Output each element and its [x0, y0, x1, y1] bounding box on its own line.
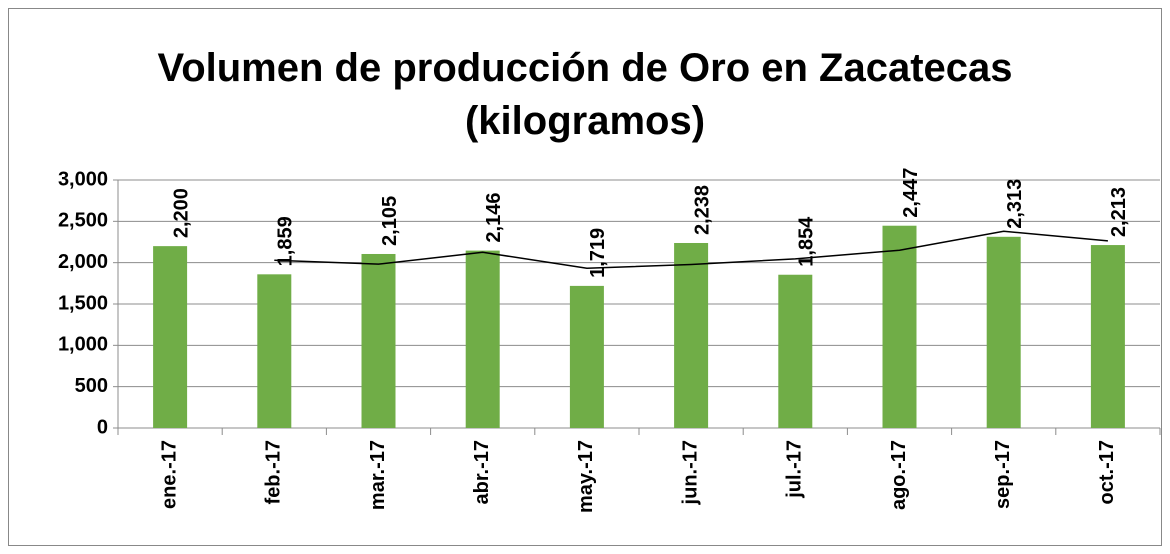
bar	[257, 274, 292, 428]
bar	[778, 274, 813, 428]
data-label: 2,238	[691, 185, 713, 235]
x-tick-label: may.-17	[575, 440, 597, 513]
y-tick-label: 1,500	[58, 292, 108, 314]
bar	[674, 242, 709, 428]
y-tick-label: 2,000	[58, 251, 108, 273]
data-label: 2,213	[1108, 187, 1130, 237]
x-tick-label: abr.-17	[471, 440, 493, 504]
chart-title: Volumen de producción de Oro en Zacateca…	[157, 46, 1013, 143]
trendline	[274, 230, 1108, 269]
bar	[153, 246, 188, 428]
x-tick-label: mar.-17	[367, 440, 389, 510]
data-label: 2,146	[483, 193, 505, 243]
y-tick-label: 0	[97, 416, 108, 438]
y-tick-label: 3,000	[58, 168, 108, 190]
bar	[569, 285, 604, 428]
bar	[986, 236, 1021, 428]
y-tick-label: 500	[75, 375, 108, 397]
data-label: 1,859	[275, 216, 297, 266]
bar	[361, 253, 396, 428]
data-label: 2,200	[170, 188, 192, 238]
y-tick-label: 1,000	[58, 334, 108, 356]
data-label: 1,719	[587, 228, 609, 278]
bar	[1090, 245, 1125, 428]
data-label: 1,854	[796, 216, 818, 267]
x-tick-label: ene.-17	[158, 440, 180, 509]
data-label: 2,447	[900, 168, 922, 218]
x-tick-label: jul.-17	[784, 440, 806, 499]
data-label: 2,105	[379, 196, 401, 246]
bar	[465, 250, 500, 428]
x-tick-label: sep.-17	[992, 440, 1014, 509]
x-tick-label: feb.-17	[263, 440, 285, 504]
y-tick-label: 2,500	[58, 210, 108, 232]
x-tick-label: oct.-17	[1096, 440, 1118, 504]
bar	[882, 225, 917, 428]
chart-border	[8, 8, 1162, 546]
x-tick-label: ago.-17	[888, 440, 910, 510]
data-label: 2,313	[1004, 179, 1026, 229]
x-tick-label: jun.-17	[679, 440, 701, 505]
